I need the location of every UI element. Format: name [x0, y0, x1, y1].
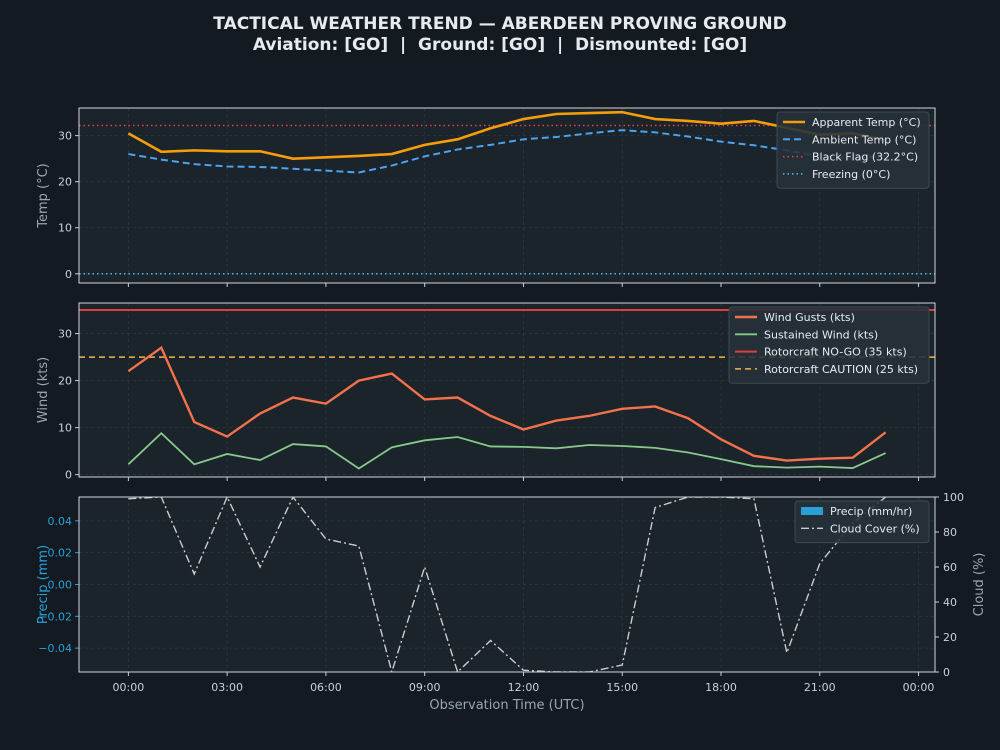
y-tick-label: 0.02: [48, 547, 73, 560]
legend-label: Wind Gusts (kts): [764, 311, 855, 324]
legend-label: Apparent Temp (°C): [812, 116, 921, 129]
x-tick-label: 18:00: [705, 681, 737, 694]
legend-label: Black Flag (32.2°C): [812, 151, 918, 164]
sustained-wind-line: [127, 432, 886, 470]
chart-title: TACTICAL WEATHER TREND — ABERDEEN PROVIN…: [213, 14, 786, 34]
cloud-y-axis-label: Cloud (%): [972, 553, 987, 617]
legend-label: Cloud Cover (%): [830, 522, 920, 535]
legend-box: [776, 111, 930, 189]
wind-y-axis-label: Wind (kts): [36, 357, 51, 423]
precip-frame: [78, 496, 936, 673]
wind-gusts-line: [127, 345, 887, 462]
x-axis-label: Observation Time (UTC): [429, 698, 584, 713]
ambient-temp-line: [128, 129, 886, 174]
x-tick-label: 03:00: [211, 681, 243, 694]
legend-label: Rotorcraft NO-GO (35 kts): [764, 346, 907, 359]
x-tick-label: 09:00: [409, 681, 441, 694]
temp-panel: 0 10 20 30 Temp (°C) Apparent Temp (°C) Ambien…: [36, 107, 936, 287]
legend-label: Ambient Temp (°C): [812, 133, 916, 146]
legend-label: Sustained Wind (kts): [764, 328, 878, 341]
y-right-tick-label: 80: [943, 526, 957, 539]
x-tick-label: 00:00: [903, 681, 935, 694]
wind-frame: [78, 302, 936, 478]
y-tick-label: −0.04: [38, 642, 72, 655]
apparent-temp-line: [127, 110, 886, 160]
wind-panel: 0 10 20 30 Wind (kts) Wind Gusts (kts) Sustain…: [36, 302, 936, 482]
y-right-tick-label: 0: [943, 666, 950, 679]
y-tick-label: 20: [58, 375, 72, 388]
precip-plot-content: [128, 497, 887, 672]
legend-swatch: [801, 507, 823, 515]
y-tick-label: 10: [58, 222, 72, 235]
y-tick-label: 10: [58, 422, 72, 435]
cloud-cover-line: [128, 497, 887, 672]
y-tick-label: 0.04: [48, 515, 73, 528]
chart-subtitle: Aviation: [GO] | Ground: [GO] | Dismount…: [253, 35, 747, 55]
y-right-tick-label: 20: [943, 631, 957, 644]
precip-panel: −0.04 −0.02 0.00 0.02 0.04 Precip (mm) 0 20 40 60…: [36, 491, 987, 713]
temp-frame: [78, 107, 936, 284]
y-right-tick-label: 40: [943, 596, 957, 609]
legend-label: Freezing (0°C): [812, 168, 890, 181]
y-right-tick-label: 100: [943, 491, 964, 504]
x-tick-label: 06:00: [310, 681, 342, 694]
precip-legend: Precip (mm/hr) Cloud Cover (%): [794, 500, 930, 544]
y-tick-label: 0: [65, 268, 72, 281]
temp-y-axis-label: Temp (°C): [36, 163, 51, 229]
y-tick-label: 0: [65, 469, 72, 482]
legend-label: Precip (mm/hr): [830, 505, 912, 518]
precip-y-axis-label: Precip (mm): [36, 545, 51, 624]
y-tick-label: 20: [58, 176, 72, 189]
legend-box: [728, 306, 930, 384]
x-tick-label: 00:00: [113, 681, 145, 694]
y-right-tick-label: 60: [943, 561, 957, 574]
temp-legend: Apparent Temp (°C) Ambient Temp (°C) Black…: [776, 111, 930, 189]
legend-box: [794, 500, 930, 544]
y-tick-label: 0.00: [48, 579, 73, 592]
y-tick-label: 30: [58, 130, 72, 143]
y-tick-label: −0.02: [38, 610, 72, 623]
chart-panels: 0 10 20 30 Temp (°C) Apparent Temp (°C) Ambien…: [36, 107, 987, 713]
y-tick-label: 30: [58, 328, 72, 341]
temp-plot-content: [79, 110, 935, 275]
legend-label: Rotorcraft CAUTION (25 kts): [764, 363, 918, 376]
x-tick-label: 15:00: [606, 681, 638, 694]
wind-legend: Wind Gusts (kts) Sustained Wind (kts) Roto…: [728, 306, 930, 384]
x-tick-label: 21:00: [804, 681, 836, 694]
x-tick-label: 12:00: [508, 681, 540, 694]
